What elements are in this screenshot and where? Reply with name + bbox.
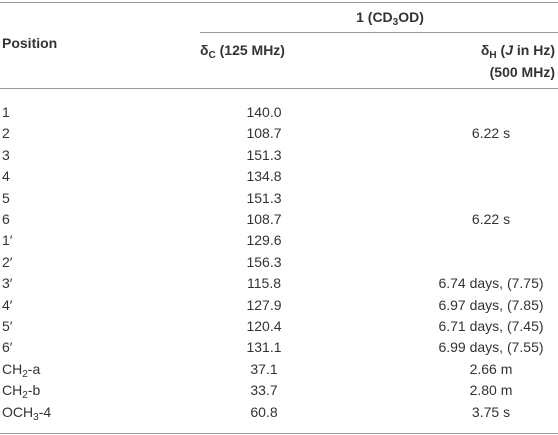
proton-header: δH (J in Hz) <box>480 42 555 61</box>
text-part: ( <box>496 42 506 58</box>
text-part: CH <box>2 382 23 399</box>
carbon-cell: 108.7 <box>246 125 282 142</box>
carbon-cell: 140.0 <box>246 104 282 120</box>
proton-cell: 6.99 days, (7.55) <box>438 339 544 356</box>
position-header: Position <box>2 35 58 51</box>
proton-cell: 3.75 s <box>471 403 511 420</box>
top-rule <box>0 2 558 3</box>
position-cell: 1′ <box>2 232 13 249</box>
carbon-cell: 127.9 <box>246 296 282 313</box>
proton-cell: 6.22 s <box>471 125 511 142</box>
group-rule <box>200 32 558 33</box>
proton-freq-header: (500 MHz) <box>489 64 555 80</box>
position-cell: 6′ <box>2 339 13 356</box>
proton-cell: 6.74 days, (7.75) <box>438 275 544 292</box>
text-part: 1 (CD <box>356 9 393 25</box>
carbon-cell: 60.8 <box>250 403 278 420</box>
position-cell: 5 <box>2 189 10 206</box>
text-part: 2 <box>22 390 28 402</box>
text-part: (125 MHz) <box>215 42 285 58</box>
position-cell: CH2-a <box>2 360 41 380</box>
carbon-cell: 37.1 <box>250 360 278 377</box>
position-cell: 3′ <box>2 275 13 292</box>
carbon-header: δC (125 MHz) <box>200 42 285 61</box>
text-part: δ <box>200 42 209 58</box>
proton-cell: 2.80 m <box>469 382 513 399</box>
carbon-cell: 131.1 <box>246 339 282 356</box>
position-cell: CH2-b <box>2 382 41 402</box>
position-cell: 6 <box>2 211 10 227</box>
proton-cell: 2.66 m <box>469 360 513 377</box>
text-part: CH <box>2 360 23 377</box>
position-cell: 5′ <box>2 318 13 334</box>
text-part: -a <box>27 360 41 377</box>
proton-cell: 6.97 days, (7.85) <box>438 296 544 313</box>
text-part: -4 <box>38 403 52 420</box>
carbon-cell: 151.3 <box>246 146 282 163</box>
carbon-cell: 151.3 <box>246 189 282 206</box>
text-part: OD) <box>398 9 424 25</box>
text-part: 3 <box>33 411 39 423</box>
carbon-cell: 33.7 <box>250 382 278 399</box>
position-cell: OCH3-4 <box>2 403 52 423</box>
carbon-cell: 120.4 <box>246 318 282 334</box>
text-part: H <box>489 50 497 61</box>
text-part: 2 <box>22 368 28 380</box>
position-cell: 1 <box>2 104 10 120</box>
text-part: -b <box>27 382 41 399</box>
header-rule <box>0 88 558 89</box>
group-header: 1 (CD3OD) <box>356 9 424 28</box>
text-part: 3 <box>392 17 399 28</box>
proton-cell: 6.71 days, (7.45) <box>438 318 544 334</box>
text-part: in Hz) <box>513 42 555 58</box>
carbon-cell: 134.8 <box>246 168 282 185</box>
carbon-cell: 129.6 <box>246 232 282 249</box>
text-part: J <box>505 42 513 58</box>
proton-cell: 6.22 s <box>471 211 511 227</box>
text-part: OCH <box>2 403 34 420</box>
position-cell: 3 <box>2 146 10 163</box>
carbon-cell: 156.3 <box>246 253 282 270</box>
position-cell: 4′ <box>2 296 13 313</box>
carbon-cell: 108.7 <box>246 211 282 227</box>
bottom-rule <box>0 433 558 434</box>
position-cell: 2′ <box>2 253 13 270</box>
carbon-cell: 115.8 <box>247 275 281 292</box>
text-part: C <box>208 50 216 61</box>
text-part: δ <box>480 42 490 58</box>
position-cell: 4 <box>2 168 10 185</box>
position-cell: 2 <box>2 125 10 142</box>
